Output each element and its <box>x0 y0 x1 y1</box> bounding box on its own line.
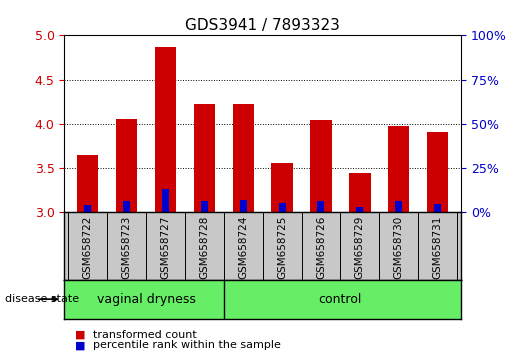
Bar <box>317 201 324 212</box>
Bar <box>279 202 286 212</box>
Bar <box>271 163 293 212</box>
Text: GSM658730: GSM658730 <box>394 216 404 279</box>
Text: control: control <box>319 293 362 306</box>
Title: GDS3941 / 7893323: GDS3941 / 7893323 <box>185 18 340 33</box>
Bar <box>310 120 332 212</box>
Text: ■: ■ <box>75 340 85 350</box>
Bar <box>232 103 254 212</box>
Bar <box>116 119 138 212</box>
Bar <box>84 205 91 212</box>
Text: GSM658731: GSM658731 <box>433 216 442 279</box>
Bar <box>434 204 441 212</box>
Bar <box>194 103 215 212</box>
Bar <box>162 188 169 212</box>
Text: GSM658724: GSM658724 <box>238 216 248 279</box>
Bar <box>349 173 370 212</box>
Bar <box>356 207 364 212</box>
Text: transformed count: transformed count <box>93 330 196 339</box>
Text: GSM658725: GSM658725 <box>277 216 287 279</box>
Text: GSM658728: GSM658728 <box>199 216 209 279</box>
Bar <box>201 201 208 212</box>
Bar <box>239 200 247 212</box>
Text: GSM658726: GSM658726 <box>316 216 326 279</box>
Text: GSM658723: GSM658723 <box>122 216 131 279</box>
Bar <box>77 155 98 212</box>
Bar <box>388 126 409 212</box>
Text: GSM658722: GSM658722 <box>83 216 93 279</box>
Text: GSM658729: GSM658729 <box>355 216 365 279</box>
Text: disease state: disease state <box>5 294 79 304</box>
Text: percentile rank within the sample: percentile rank within the sample <box>93 340 281 350</box>
Bar <box>427 132 448 212</box>
Text: ■: ■ <box>75 330 85 339</box>
Bar <box>155 47 176 212</box>
Bar <box>123 201 130 212</box>
Text: vaginal dryness: vaginal dryness <box>97 293 196 306</box>
Bar <box>395 201 402 212</box>
Text: GSM658727: GSM658727 <box>161 216 170 279</box>
